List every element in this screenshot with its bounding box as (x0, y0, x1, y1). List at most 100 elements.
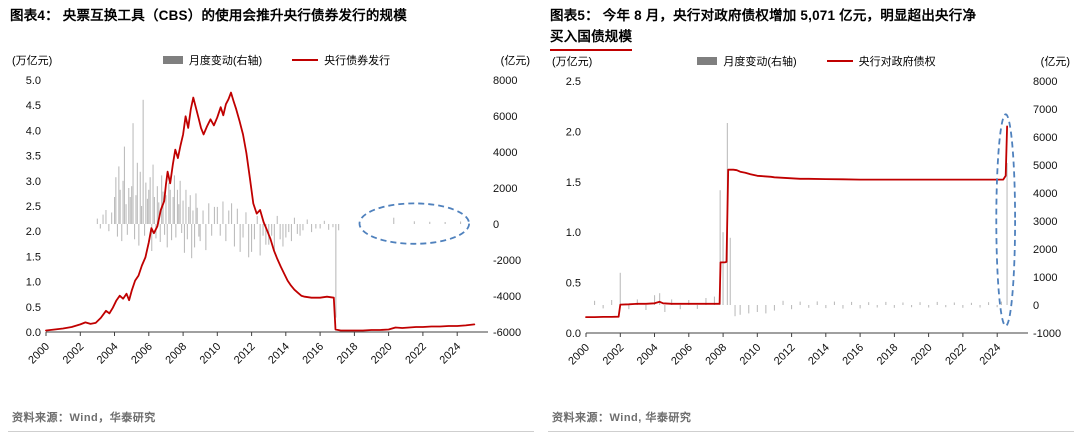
y-right-tick-label: -2000 (493, 255, 521, 267)
monthly-change-bar (393, 217, 395, 224)
x-tick-label: 2008 (703, 341, 729, 367)
monthly-change-bar (186, 224, 188, 240)
legend-bar-label: 月度变动(右轴) (188, 55, 263, 67)
monthly-change-bar (144, 224, 146, 236)
x-tick-label: 2014 (806, 341, 832, 367)
monthly-change-bar (748, 304, 750, 314)
y-right-tick-label: 5000 (1033, 160, 1057, 172)
y-left-tick-label: 5.0 (26, 75, 41, 87)
monthly-change-bar (135, 195, 137, 224)
monthly-change-bar (611, 299, 613, 305)
monthly-change-bar (102, 214, 104, 224)
y-left-tick-label: 1.0 (566, 227, 581, 239)
monthly-change-bar (236, 208, 238, 224)
y-left-tick-label: 3.5 (26, 151, 41, 163)
y-left-tick-label: 2.0 (26, 226, 41, 238)
monthly-change-bar (279, 224, 281, 240)
x-tick-label: 2010 (198, 341, 224, 367)
monthly-change-bar (970, 302, 972, 305)
monthly-change-bar (205, 224, 207, 251)
monthly-change-bar (123, 146, 125, 224)
monthly-change-bar (729, 237, 731, 305)
monthly-change-bar (306, 219, 308, 224)
left-axis-unit-label: (万亿元) (12, 55, 53, 67)
monthly-change-bar (773, 304, 775, 311)
y-right-tick-label: -1000 (1033, 328, 1061, 340)
monthly-change-bar (105, 210, 107, 224)
x-tick-label: 2022 (943, 341, 969, 367)
monthly-change-bar (265, 224, 267, 245)
monthly-change-bar (429, 221, 431, 224)
monthly-change-bar (293, 217, 295, 224)
monthly-change-bar (859, 304, 861, 309)
monthly-change-bar (413, 221, 415, 224)
monthly-change-bar (222, 201, 224, 224)
monthly-change-bar (172, 197, 174, 224)
monthly-change-bar (299, 224, 301, 236)
y-right-tick-label: 0 (493, 219, 499, 231)
x-tick-label: 2014 (266, 341, 292, 367)
monthly-change-bar (988, 302, 990, 305)
x-tick-label: 2008 (163, 341, 189, 367)
figure-title-line1: 图表4： 央票互换工具（CBS）的使用会推升央行债券发行的规模 (10, 8, 407, 23)
x-tick-label: 2016 (300, 341, 326, 367)
monthly-change-bar (198, 224, 200, 237)
monthly-change-bar (251, 224, 253, 252)
monthly-change-bar (628, 304, 630, 310)
monthly-change-bar (183, 224, 185, 253)
monthly-change-bar (129, 197, 131, 224)
y-left-tick-label: 4.0 (26, 125, 41, 137)
monthly-change-bar (323, 220, 325, 224)
y-left-tick-label: 0.5 (566, 277, 581, 289)
annotation-ellipse (358, 202, 470, 245)
monthly-change-bar (276, 215, 278, 224)
monthly-change-bar (228, 210, 230, 224)
monthly-change-bar (619, 272, 621, 305)
monthly-change-bar (148, 189, 150, 224)
monthly-change-bar (108, 224, 110, 232)
legend: 月度变动(右轴) 央行债券发行 (162, 52, 391, 68)
monthly-change-bar (311, 224, 313, 233)
monthly-change-bar (153, 197, 155, 224)
monthly-change-bar (121, 224, 123, 242)
chart-panel-cbs: 图表4： 央票互换工具（CBS）的使用会推升央行债券发行的规模 (万亿元) 月度… (8, 6, 534, 432)
monthly-change-bar (173, 175, 175, 224)
monthly-change-bar (156, 186, 158, 224)
monthly-change-bar (791, 304, 793, 310)
y-left-tick-label: 0.5 (26, 302, 41, 314)
monthly-change-bar (169, 189, 171, 224)
y-right-tick-label: 6000 (493, 111, 517, 123)
monthly-change-bar (233, 224, 235, 247)
monthly-change-bar (126, 224, 128, 235)
legend-line-label: 央行债券发行 (324, 55, 391, 67)
x-tick-label: 2002 (61, 341, 87, 367)
bar-swatch-icon (697, 56, 718, 65)
y-right-tick-label: 0 (1033, 300, 1039, 312)
chart-canvas-gov-claims: 0.0 0.5 1.0 1.5 2.0 2.5 -1000 0 1000 2000 3000 4000… (566, 76, 1061, 367)
monthly-change-bar (315, 224, 317, 229)
monthly-change-bar (664, 304, 666, 312)
monthly-change-bar (208, 203, 210, 224)
legend-bar-label: 月度变动(右轴) (723, 55, 797, 68)
legend-item-line: 央行对政府债权 (826, 53, 936, 69)
monthly-change-bar (636, 299, 638, 305)
monthly-change-bar (239, 224, 241, 252)
x-tick-label: 2006 (669, 341, 695, 367)
monthly-change-bar (168, 182, 170, 224)
monthly-change-bar (979, 304, 981, 308)
y-right-tick-label: 2000 (1033, 244, 1057, 256)
monthly-change-bar (996, 304, 998, 308)
monthly-change-bar (335, 224, 337, 318)
legend-line-label: 央行对政府债权 (858, 55, 936, 68)
monthly-change-bar (128, 188, 130, 224)
figure-title-line2: 买入国债规模 (550, 27, 633, 51)
y-right-tick-label: 4000 (1033, 188, 1057, 200)
monthly-change-bar (782, 300, 784, 305)
y-right-tick-label: 3000 (1033, 216, 1057, 228)
monthly-change-bar (213, 206, 215, 224)
monthly-change-bar (460, 221, 462, 224)
monthly-change-bar (132, 123, 134, 224)
monthly-change-bar (119, 189, 121, 224)
monthly-change-bar (96, 218, 98, 224)
monthly-change-bar (114, 197, 116, 224)
